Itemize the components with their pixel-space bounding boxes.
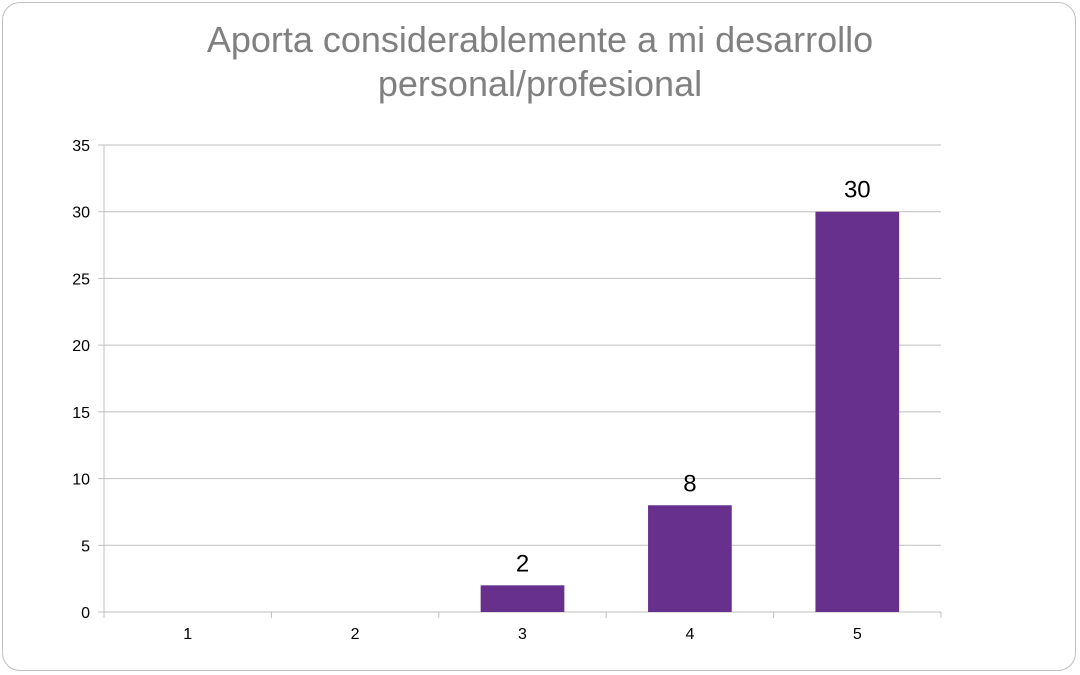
bar-4 [648,505,732,612]
x-tick-label-2: 2 [351,626,360,643]
data-label-3: 2 [516,550,529,577]
data-label-4: 8 [683,470,696,497]
y-tick-label-15: 15 [72,405,90,422]
y-tick-label-10: 10 [72,472,90,489]
bars [480,211,900,612]
chart-title-line-1: Aporta considerablemente a mi desarrollo [206,19,874,60]
chart-title: Aporta considerablemente a mi desarrollo… [0,18,1080,106]
y-tick-label-0: 0 [81,605,90,622]
y-tick-label-5: 5 [81,538,90,555]
y-tick-label-35: 35 [72,138,90,155]
bar-5 [815,211,900,612]
x-tick-label-3: 3 [518,626,527,643]
x-tick-label-1: 1 [183,626,192,643]
x-tick-label-4: 4 [685,626,694,643]
y-tick-label-20: 20 [72,338,90,355]
labels: 0 5 10 15 20 25 30 35 1 2 3 2 4 8 5 30 [72,138,870,643]
bar-3 [480,585,565,612]
gridlines [104,144,941,546]
y-tick-label-30: 30 [72,205,90,222]
y-tick-label-25: 25 [72,271,90,288]
axes [98,144,942,618]
x-tick-label-5: 5 [853,626,862,643]
data-label-5: 30 [844,177,871,204]
chart-title-line-2: personal/profesional [377,63,703,104]
